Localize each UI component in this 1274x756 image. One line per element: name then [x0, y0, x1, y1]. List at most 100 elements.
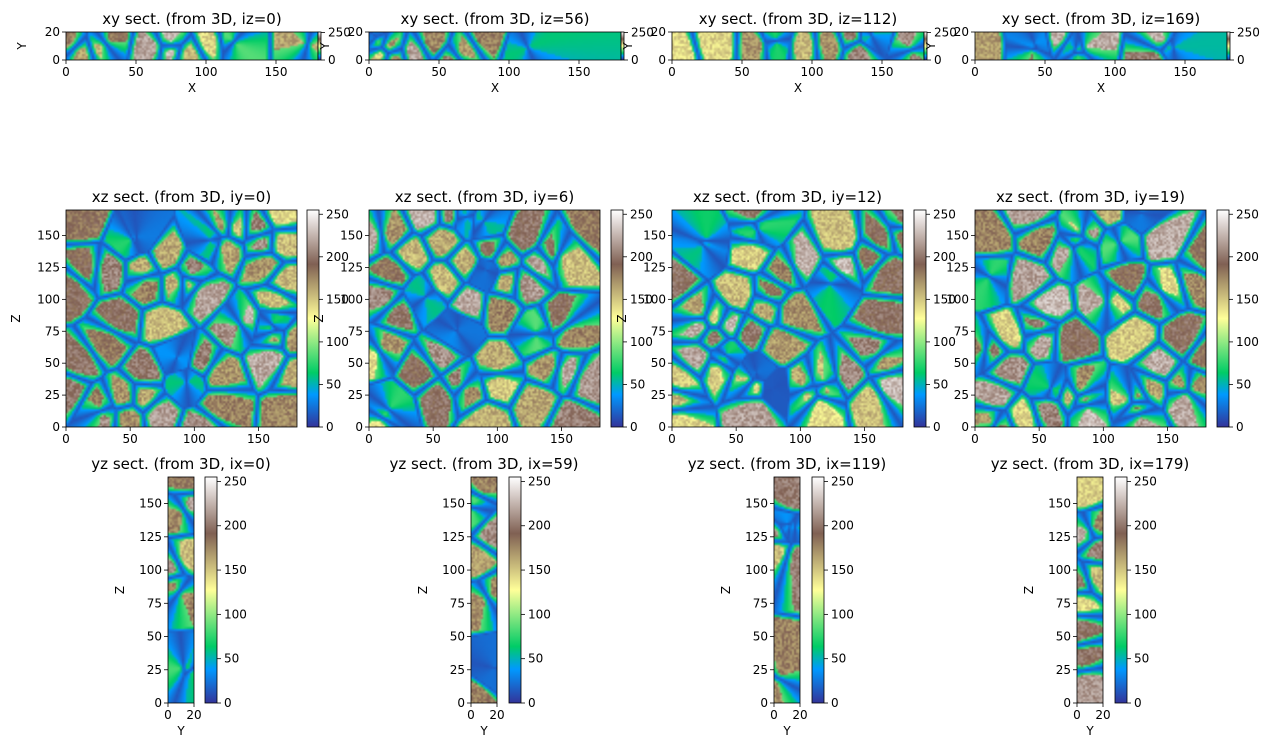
y-tick-label: 150 [745, 497, 768, 511]
colorbar-tick-label: 50 [933, 377, 948, 391]
y-tick-label: 0 [658, 53, 666, 67]
panel-title: yz sect. (from 3D, ix=0) [91, 455, 270, 473]
x-axis-label: Y [479, 724, 488, 738]
y-tick-label: 0 [355, 53, 363, 67]
x-tick-label: 0 [668, 432, 676, 446]
y-tick-label: 20 [954, 25, 969, 39]
x-tick-label: 50 [734, 65, 749, 79]
y-tick-label: 0 [658, 420, 666, 434]
x-tick-label: 50 [1032, 432, 1047, 446]
colorbar-gradient [1114, 476, 1128, 704]
y-tick-label: 125 [139, 530, 162, 544]
y-tick-label: 125 [745, 530, 768, 544]
y-tick-label: 0 [760, 696, 768, 710]
colorbar-tick-label: 100 [528, 607, 551, 621]
axes-frame [773, 476, 801, 704]
x-tick-label: 100 [195, 65, 218, 79]
y-tick-label: 75 [147, 596, 162, 610]
colorbar-tick-label: 100 [1236, 335, 1259, 349]
x-tick-label: 0 [668, 65, 676, 79]
colorbar-tick-label: 50 [1134, 652, 1149, 666]
x-tick-label: 100 [183, 432, 206, 446]
x-tick-label: 100 [1092, 432, 1115, 446]
colorbar-tick-label: 200 [326, 250, 349, 264]
x-axis-label: X [1097, 81, 1105, 95]
y-tick-label: 75 [753, 596, 768, 610]
colorbar-tick-label: 0 [528, 696, 536, 710]
y-tick-label: 0 [457, 696, 465, 710]
colorbar-gradient [317, 31, 322, 61]
y-tick-label: 75 [450, 596, 465, 610]
y-tick-label: 100 [37, 292, 60, 306]
colorbar-tick-label: 250 [528, 474, 551, 488]
y-tick-label: 20 [45, 25, 60, 39]
y-tick-label: 100 [442, 563, 465, 577]
colorbar-tick-label: 50 [224, 652, 239, 666]
y-axis-label: Y [15, 42, 29, 51]
y-tick-label: 75 [651, 324, 666, 338]
colorbar-tick-label: 50 [326, 377, 341, 391]
colorbar: 0 50 100 150 200 250 [1114, 474, 1157, 710]
colorbar-tick-label: 200 [630, 250, 653, 264]
colorbar-gradient [204, 476, 218, 704]
colorbar-tick-label: 150 [528, 563, 551, 577]
x-tick-label: 150 [550, 432, 573, 446]
y-tick-label: 25 [651, 388, 666, 402]
colorbar-tick-label: 200 [528, 519, 551, 533]
x-tick-label: 100 [1104, 65, 1127, 79]
y-tick-label: 50 [348, 356, 363, 370]
heatmap-image [369, 210, 600, 427]
colorbar-tick-label: 0 [326, 420, 334, 434]
y-tick-label: 25 [450, 663, 465, 677]
y-tick-label: 150 [643, 229, 666, 243]
y-tick-label: 100 [1048, 563, 1071, 577]
colorbar-tick-label: 150 [1236, 292, 1259, 306]
x-tick-label: 0 [1073, 708, 1081, 722]
x-axis-label: X [794, 81, 802, 95]
colorbar-tick-label: 50 [528, 652, 543, 666]
y-tick-label: 25 [348, 388, 363, 402]
x-tick-label: 150 [247, 432, 270, 446]
y-tick-label: 125 [1048, 530, 1071, 544]
y-axis-label: Z [1022, 586, 1036, 594]
y-tick-label: 150 [139, 497, 162, 511]
x-tick-label: 0 [365, 65, 373, 79]
x-tick-label: 100 [486, 432, 509, 446]
panel-title: yz sect. (from 3D, ix=59) [390, 455, 579, 473]
colorbar-tick-label: 150 [933, 292, 956, 306]
y-tick-label: 50 [450, 630, 465, 644]
colorbar-tick-label: 250 [328, 26, 351, 40]
x-tick-label: 20 [1095, 708, 1110, 722]
colorbar: 0 50 100 150 200 250 [811, 474, 854, 710]
colorbar-tick-label: 100 [326, 335, 349, 349]
colorbar: 0 50 100 150 200 250 [306, 207, 349, 434]
x-tick-label: 0 [770, 708, 778, 722]
colorbar-tick-label: 0 [1237, 53, 1245, 67]
x-tick-label: 100 [801, 65, 824, 79]
colorbar-tick-label: 150 [1134, 563, 1157, 577]
y-tick-label: 150 [340, 229, 363, 243]
colorbar-gradient [923, 31, 928, 61]
axes-frame [368, 209, 601, 428]
y-tick-label: 25 [1056, 663, 1071, 677]
panel-title: xy sect. (from 3D, iz=56) [401, 10, 590, 28]
y-tick-label: 75 [954, 324, 969, 338]
x-tick-label: 50 [123, 432, 138, 446]
colorbar-tick-label: 50 [1236, 377, 1251, 391]
x-tick-label: 20 [792, 708, 807, 722]
colorbar-tick-label: 250 [1134, 474, 1157, 488]
colorbar-gradient [913, 209, 927, 428]
y-tick-label: 150 [1048, 497, 1071, 511]
colorbar-tick-label: 250 [934, 26, 957, 40]
y-axis-label: Z [615, 314, 629, 322]
x-tick-label: 0 [62, 65, 70, 79]
heatmap-image [672, 210, 903, 427]
colorbar-tick-label: 250 [224, 474, 247, 488]
colorbar-tick-label: 150 [831, 563, 854, 577]
colorbar-tick-label: 250 [326, 207, 349, 221]
y-tick-label: 100 [139, 563, 162, 577]
y-tick-label: 0 [52, 420, 60, 434]
y-axis-label: Z [719, 586, 733, 594]
